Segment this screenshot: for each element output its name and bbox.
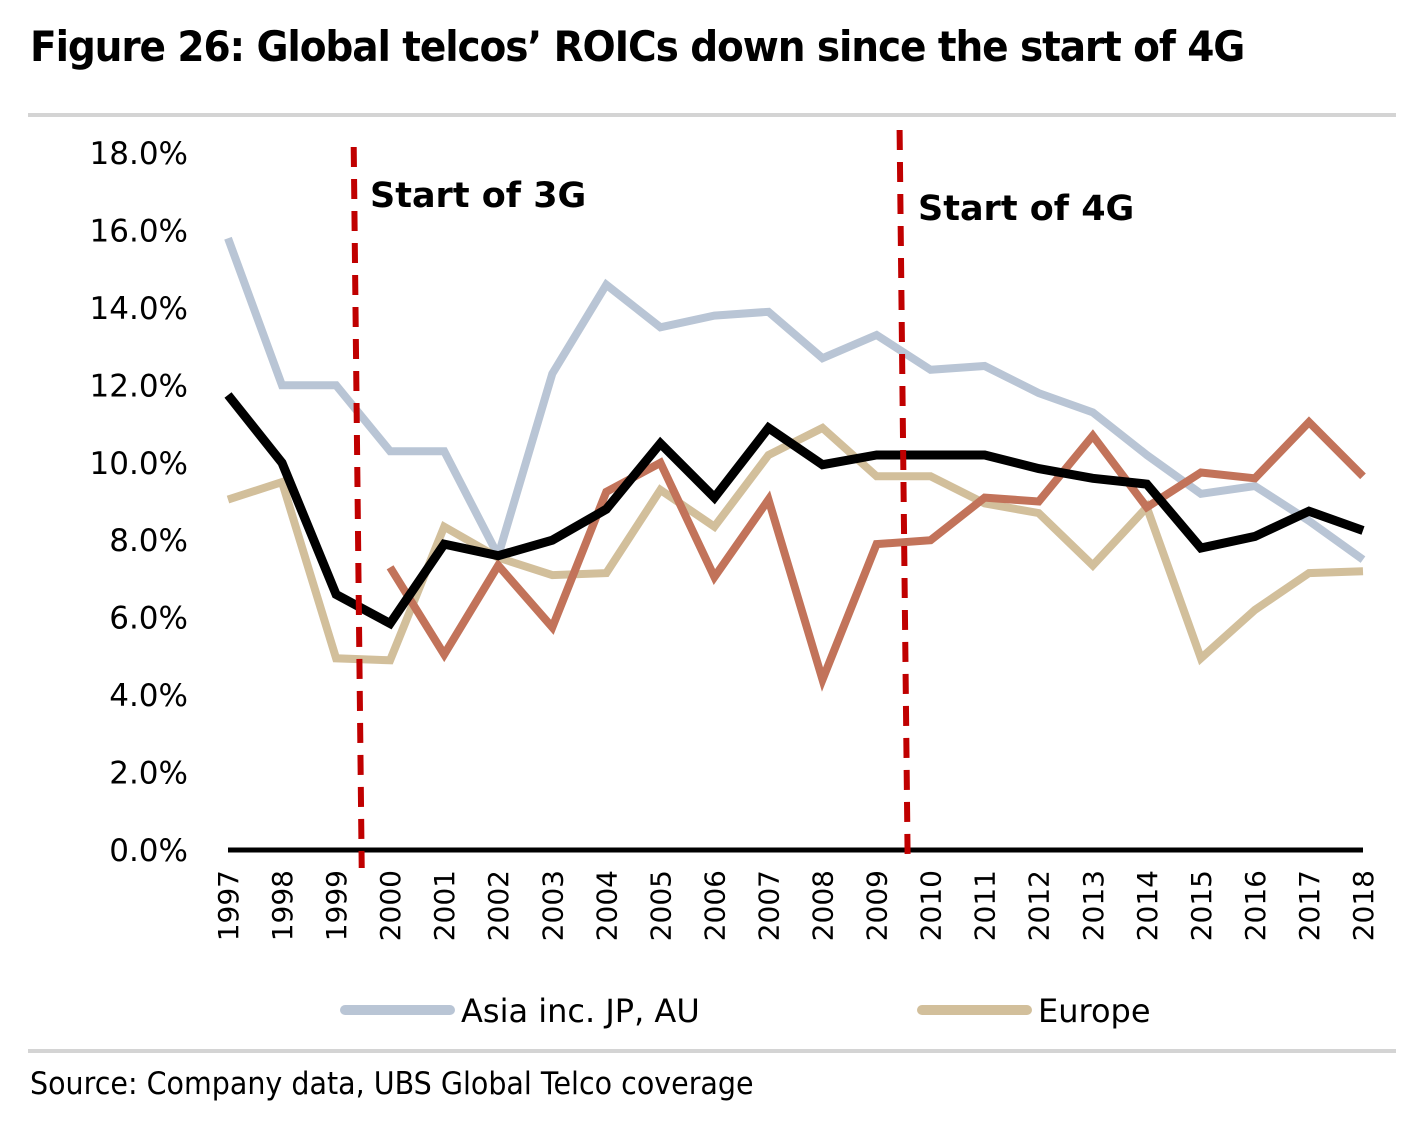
legend: Asia inc. JP, AU Europe	[340, 992, 1151, 1030]
x-tick-label: 2016	[1239, 870, 1272, 941]
series-line-asia-inc-jp-au	[224, 236, 1366, 567]
bottom-divider	[28, 1049, 1396, 1053]
x-tick-label: 2013	[1077, 870, 1110, 941]
x-tick-label: 2014	[1131, 870, 1164, 941]
y-tick-label: 6.0%	[109, 601, 188, 637]
annotation-label: Start of 4G	[918, 189, 1134, 229]
legend-label: Asia inc. JP, AU	[461, 992, 700, 1030]
x-tick-label: 2002	[482, 870, 515, 941]
figure-title: Figure 26: Global telcos’ ROICs down sin…	[30, 22, 1245, 71]
x-tick-label: 2005	[644, 870, 677, 941]
series-line-global	[224, 392, 1365, 630]
y-tick-label: 14.0%	[90, 291, 188, 327]
x-tick-label: 2018	[1347, 870, 1380, 941]
annotation-line	[350, 146, 365, 869]
x-tick-label: 2015	[1185, 870, 1218, 941]
x-tick-label: 2001	[428, 870, 461, 941]
y-axis: 0.0% 2.0% 4.0% 6.0% 8.0% 10.0% 12.0% 14.0% 16.0%…	[90, 136, 188, 869]
y-tick-label: 8.0%	[109, 523, 188, 559]
annotation-line	[896, 129, 911, 856]
y-tick-label: 4.0%	[109, 678, 188, 714]
x-tick-label: 2007	[752, 870, 785, 941]
x-tick-label: 2000	[374, 870, 407, 941]
x-axis: 1997 1998 1999 2000 2001 2002 2003 2004 2005 2006…	[212, 870, 1380, 941]
x-tick-label: 1998	[266, 870, 299, 941]
x-tick-label: 2006	[698, 870, 731, 941]
y-tick-label: 10.0%	[90, 446, 188, 482]
y-tick-label: 12.0%	[90, 368, 188, 404]
x-tick-label: 2004	[590, 870, 623, 941]
x-tick-label: 2009	[861, 870, 894, 941]
annotation-label: Start of 3G	[370, 176, 586, 216]
x-tick-label: 2012	[1023, 870, 1056, 941]
y-tick-label: 2.0%	[109, 756, 188, 792]
annotations: Start of 3G Start of 4G	[350, 129, 1134, 869]
legend-label: Europe	[1038, 992, 1151, 1030]
x-tick-label: 2011	[969, 870, 1002, 941]
x-tick-label: 2008	[807, 870, 840, 941]
top-divider	[28, 113, 1396, 117]
x-tick-label: 1999	[320, 870, 353, 941]
x-tick-label: 2003	[536, 870, 569, 941]
series-lines	[224, 236, 1366, 692]
x-tick-label: 2017	[1293, 870, 1326, 941]
y-tick-label: 16.0%	[90, 213, 188, 249]
source-note: Source: Company data, UBS Global Telco c…	[30, 1066, 754, 1102]
x-tick-label: 2010	[915, 870, 948, 941]
y-tick-label: 18.0%	[90, 136, 188, 172]
y-tick-label: 0.0%	[109, 833, 188, 869]
series-line-series-3	[386, 416, 1366, 692]
x-tick-label: 1997	[212, 870, 245, 941]
